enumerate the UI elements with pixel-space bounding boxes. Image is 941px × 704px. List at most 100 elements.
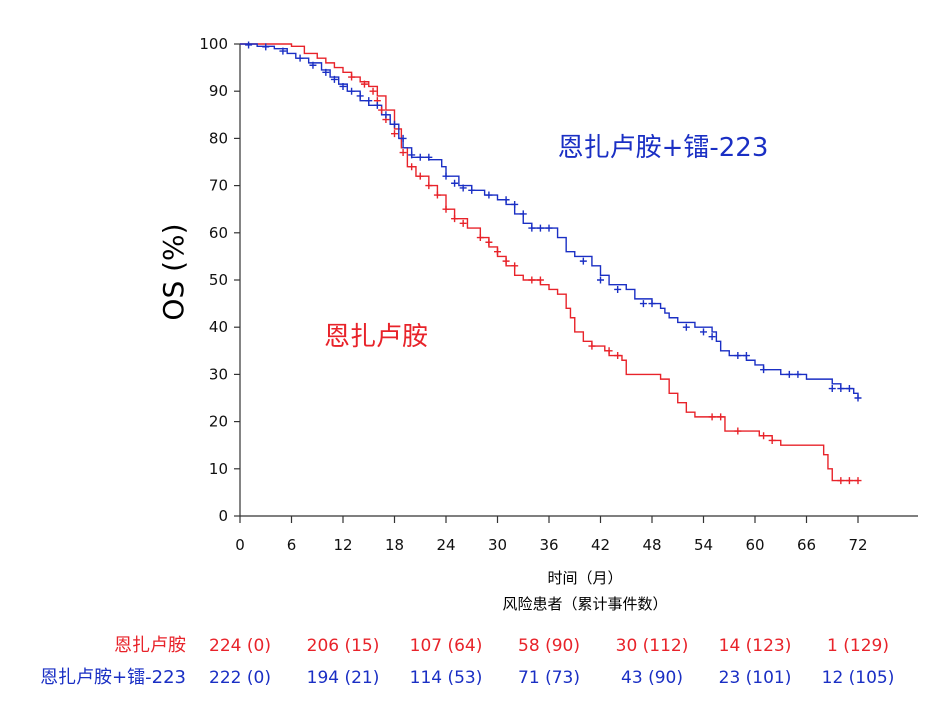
risk-row-name-combination: 恩扎卢胺+镭-223: [40, 667, 186, 688]
censor-mark: [837, 385, 845, 393]
risk-row-name-enzalutamide: 恩扎卢胺: [114, 635, 186, 656]
censor-mark: [734, 427, 742, 435]
censor-mark: [356, 92, 364, 100]
censor-mark: [296, 54, 304, 62]
censor-mark: [614, 352, 622, 360]
censor-mark: [845, 477, 853, 485]
censor-mark: [785, 370, 793, 378]
risk-value: 222 (0): [209, 668, 271, 688]
censor-mark: [459, 219, 467, 227]
x-tick-label: 48: [642, 536, 661, 554]
y-tick-label: 20: [209, 413, 228, 431]
censor-mark: [399, 149, 407, 157]
x-tick-label: 0: [235, 536, 245, 554]
censor-mark: [682, 323, 690, 331]
risk-value: 14 (123): [719, 636, 792, 656]
censor-mark: [511, 200, 519, 208]
risk-value: 114 (53): [410, 668, 483, 688]
x-tick-label: 6: [287, 536, 297, 554]
y-tick-label: 0: [218, 507, 228, 525]
x-tick-label: 42: [591, 536, 610, 554]
risk-value: 30 (112): [616, 636, 689, 656]
censor-mark: [245, 41, 253, 49]
censor-mark: [309, 61, 317, 69]
censor-mark: [734, 352, 742, 360]
y-tick-label: 50: [209, 271, 228, 289]
y-tick-label: 100: [199, 35, 228, 53]
censor-mark: [708, 333, 716, 341]
x-tick-label: 12: [333, 536, 352, 554]
censor-mark: [408, 151, 416, 159]
censor-mark: [828, 385, 836, 393]
y-tick-label: 40: [209, 318, 228, 336]
risk-table: 恩扎卢胺 恩扎卢胺+镭-223 224 (0) 206 (15) 107 (64) 5…: [40, 635, 894, 688]
censor-mark: [373, 101, 381, 109]
x-tick-label: 72: [848, 536, 867, 554]
censor-mark: [425, 153, 433, 161]
censor-mark: [442, 205, 450, 213]
censor-mark: [416, 172, 424, 180]
x-ticks: 0 6 12 18 24 30 36 42 48 54 60 66 72: [235, 516, 868, 554]
censor-mark: [459, 184, 467, 192]
censor-mark: [854, 394, 862, 402]
censor-mark: [425, 182, 433, 190]
censor-mark: [433, 191, 441, 199]
x-tick-label: 54: [694, 536, 713, 554]
curve-enzalutamide: [240, 43, 858, 482]
y-tick-label: 90: [209, 82, 228, 100]
censor-mark: [348, 87, 356, 95]
censor-mark: [528, 224, 536, 232]
censor-mark: [528, 276, 536, 284]
censor-mark: [451, 179, 459, 187]
series-label-enzalutamide: 恩扎卢胺: [324, 322, 428, 352]
risk-table-title: 风险患者（累计事件数）: [502, 595, 667, 613]
censor-mark: [451, 215, 459, 223]
censor-mark: [614, 285, 622, 293]
censor-mark: [262, 43, 270, 51]
censor-mark: [408, 163, 416, 171]
censor-mark: [511, 262, 519, 270]
risk-value: 43 (90): [621, 668, 683, 688]
censor-mark: [365, 97, 373, 105]
censor-mark: [545, 224, 553, 232]
censor-mark: [339, 82, 347, 90]
risk-value: 12 (105): [822, 668, 895, 688]
censor-mark: [468, 186, 476, 194]
censor-mark: [605, 347, 613, 355]
x-tick-label: 18: [385, 536, 404, 554]
risk-value: 71 (73): [518, 668, 580, 688]
censor-mark: [382, 111, 390, 119]
y-tick-label: 80: [209, 129, 228, 147]
censor-mark: [322, 68, 330, 76]
censor-mark: [348, 73, 356, 81]
censor-mark: [485, 238, 493, 246]
x-tick-label: 60: [745, 536, 764, 554]
y-tick-label: 70: [209, 177, 228, 195]
censor-mark: [442, 172, 450, 180]
y-tick-label: 10: [209, 460, 228, 478]
risk-value: 23 (101): [719, 668, 792, 688]
censor-mark: [742, 352, 750, 360]
censor-mark: [597, 276, 604, 284]
censor-mark: [700, 328, 707, 336]
censor-mark: [768, 436, 776, 444]
censor-mark: [639, 300, 647, 308]
censor-mark: [536, 224, 544, 232]
censor-mark: [760, 432, 768, 440]
censor-mark: [708, 413, 716, 421]
censor-mark: [502, 196, 510, 204]
series-label-combination: 恩扎卢胺+镭-223: [558, 133, 769, 163]
survival-curves: [240, 43, 859, 482]
censor-mark: [369, 87, 377, 95]
censor-mark: [519, 210, 527, 218]
censor-mark: [854, 477, 862, 485]
y-axis-label: OS (%): [157, 223, 190, 320]
censor-mark: [502, 257, 510, 265]
risk-value: 1 (129): [827, 636, 889, 656]
censor-mark: [845, 385, 853, 393]
risk-value: 194 (21): [307, 668, 380, 688]
x-tick-label: 36: [539, 536, 558, 554]
censor-mark: [476, 234, 484, 242]
censor-mark: [378, 106, 386, 114]
